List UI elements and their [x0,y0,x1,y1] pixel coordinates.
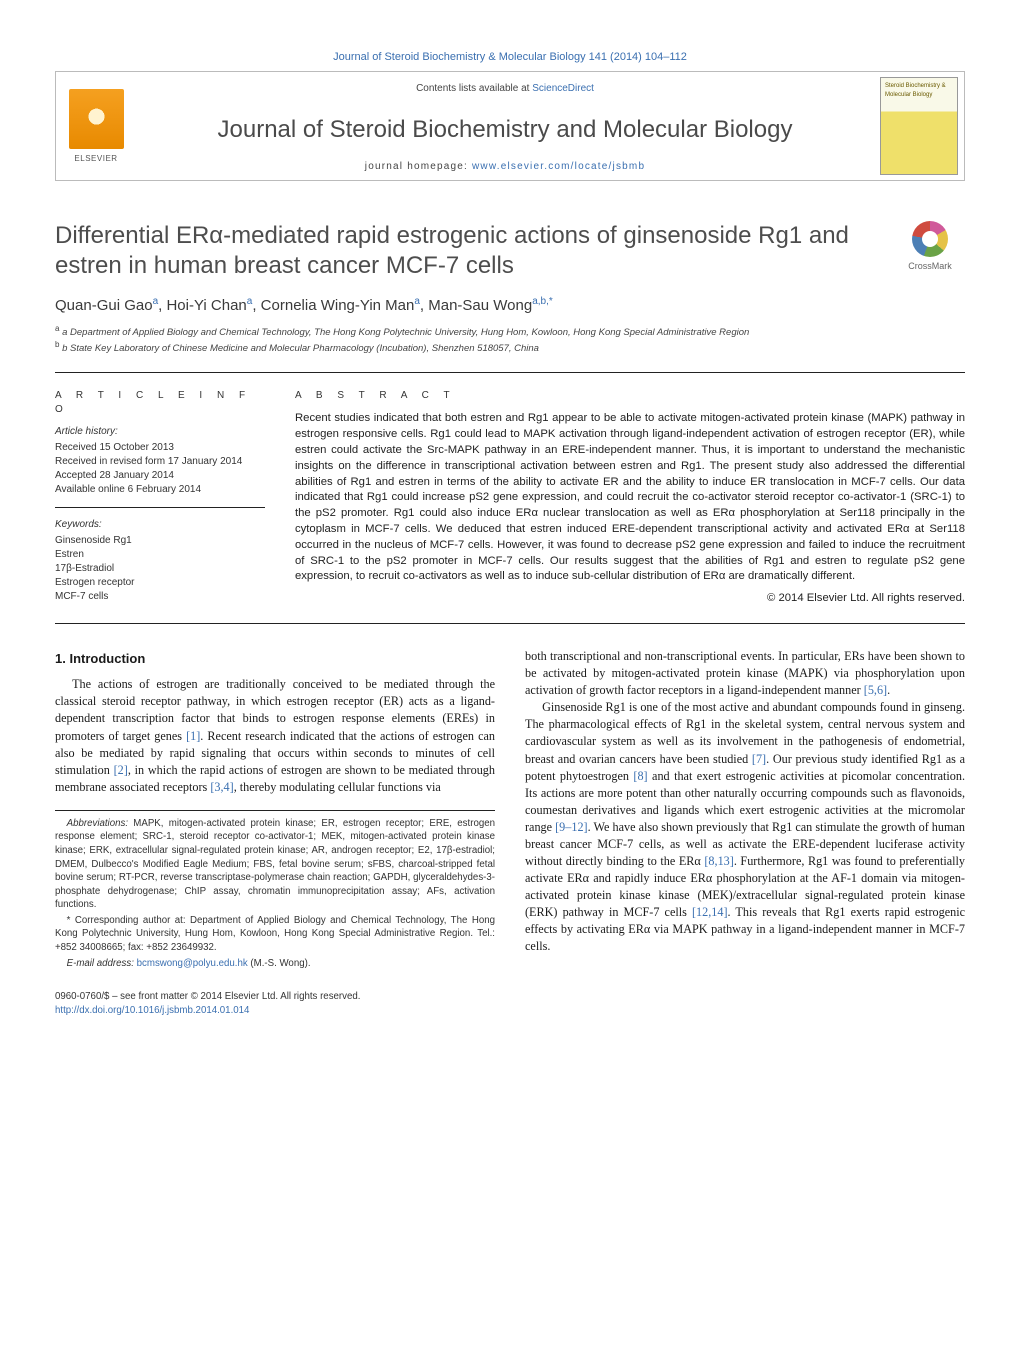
email-label: E-mail address: [67,958,134,969]
keywords-label: Keywords: [55,518,265,532]
corresponding-author-footnote: * Corresponding author at: Department of… [55,914,495,955]
ref-5-6[interactable]: [5,6] [864,683,887,697]
elsevier-tree-logo [69,89,124,149]
crossmark-icon [912,221,948,257]
affiliation-a-text: a Department of Applied Biology and Chem… [62,328,749,339]
article-info-column: A R T I C L E I N F O Article history: R… [55,389,265,607]
email-suffix: (M.-S. Wong). [248,958,311,969]
doi-block: 0960-0760/$ – see front matter © 2014 El… [55,990,965,1017]
intro-paragraph-1: The actions of estrogen are traditionall… [55,676,495,796]
crossmark-label: CrossMark [908,261,952,271]
keyword-5: MCF-7 cells [55,590,265,604]
article-info-heading: A R T I C L E I N F O [55,389,265,417]
ref-3-4[interactable]: [3,4] [210,780,233,794]
keyword-1: Ginsenoside Rg1 [55,534,265,548]
section-1-heading: 1. Introduction [55,650,495,668]
journal-citation-link[interactable]: Journal of Steroid Biochemistry & Molecu… [333,51,687,63]
sciencedirect-link[interactable]: ScienceDirect [532,83,594,94]
ref-8-13[interactable]: [8,13] [704,854,733,868]
citation-header: Journal of Steroid Biochemistry & Molecu… [55,50,965,65]
publisher-logo-cell: ELSEVIER [56,72,136,180]
journal-header-box: ELSEVIER Contents lists available at Sci… [55,71,965,181]
abstract-text: Recent studies indicated that both estre… [295,411,965,585]
ref-12-14[interactable]: [12,14] [692,905,728,919]
article-title: Differential ERα-mediated rapid estrogen… [55,221,875,281]
footnotes-block: Abbreviations: MAPK, mitogen-activated p… [55,810,495,970]
ref-7[interactable]: [7] [752,752,766,766]
corresponding-email-link[interactable]: bcmswong@polyu.edu.hk [137,958,248,969]
contents-available-line: Contents lists available at ScienceDirec… [146,82,864,96]
journal-header-center: Contents lists available at ScienceDirec… [136,72,874,180]
abstract-column: A B S T R A C T Recent studies indicated… [295,389,965,607]
abstract-heading: A B S T R A C T [295,389,965,403]
intro-paragraph-1-cont: both transcriptional and non-transcripti… [525,648,965,699]
history-accepted: Accepted 28 January 2014 [55,469,265,483]
email-footnote: E-mail address: bcmswong@polyu.edu.hk (M… [55,957,495,971]
article-history: Article history: Received 15 October 201… [55,425,265,508]
abbreviations-footnote: Abbreviations: MAPK, mitogen-activated p… [55,817,495,912]
history-online: Available online 6 February 2014 [55,483,265,497]
intro-paragraph-2: Ginsenoside Rg1 is one of the most activ… [525,699,965,955]
keyword-4: Estrogen receptor [55,576,265,590]
p1d: , thereby modulating cellular functions … [234,780,441,794]
ref-9-12[interactable]: [9–12] [555,820,588,834]
journal-homepage-line: journal homepage: www.elsevier.com/locat… [146,160,864,174]
crossmark-badge[interactable]: CrossMark [895,221,965,273]
corr-label: * Corresponding author at: [67,915,186,926]
history-label: Article history: [55,425,265,439]
p2a: both transcriptional and non-transcripti… [525,649,965,697]
affiliation-a: a a Department of Applied Biology and Ch… [55,324,965,340]
ref-2[interactable]: [2] [114,763,128,777]
ref-8[interactable]: [8] [633,769,647,783]
divider-rule [55,372,965,373]
history-revised: Received in revised form 17 January 2014 [55,455,265,469]
keyword-2: Estren [55,548,265,562]
keywords-block: Keywords: Ginsenoside Rg1 Estren 17β-Est… [55,518,265,604]
body-columns: 1. Introduction The actions of estrogen … [55,648,965,972]
doi-link[interactable]: http://dx.doi.org/10.1016/j.jsbmb.2014.0… [55,1005,249,1016]
contents-prefix: Contents lists available at [416,83,532,94]
history-received: Received 15 October 2013 [55,441,265,455]
publisher-name: ELSEVIER [74,153,117,164]
homepage-prefix: journal homepage: [365,161,472,172]
ref-1[interactable]: [1] [186,729,200,743]
divider-rule-2 [55,623,965,624]
affiliations: a a Department of Applied Biology and Ch… [55,324,965,356]
journal-cover-cell: Steroid Biochemistry & Molecular Biology [874,72,964,180]
abstract-copyright: © 2014 Elsevier Ltd. All rights reserved… [295,591,965,607]
abbrev-label: Abbreviations: [67,818,128,829]
keyword-3: 17β-Estradiol [55,562,265,576]
p2b: . [887,683,890,697]
journal-homepage-link[interactable]: www.elsevier.com/locate/jsbmb [472,161,645,172]
journal-title: Journal of Steroid Biochemistry and Mole… [146,113,864,147]
abbrev-text: MAPK, mitogen-activated protein kinase; … [55,818,495,910]
affiliation-b: b b State Key Laboratory of Chinese Medi… [55,340,965,356]
affiliation-b-text: b State Key Laboratory of Chinese Medici… [62,344,539,355]
author-list: Quan-Gui Gaoa, Hoi-Yi Chana, Cornelia Wi… [55,295,965,316]
front-matter-line: 0960-0760/$ – see front matter © 2014 El… [55,990,965,1004]
journal-cover-thumbnail: Steroid Biochemistry & Molecular Biology [880,77,958,175]
